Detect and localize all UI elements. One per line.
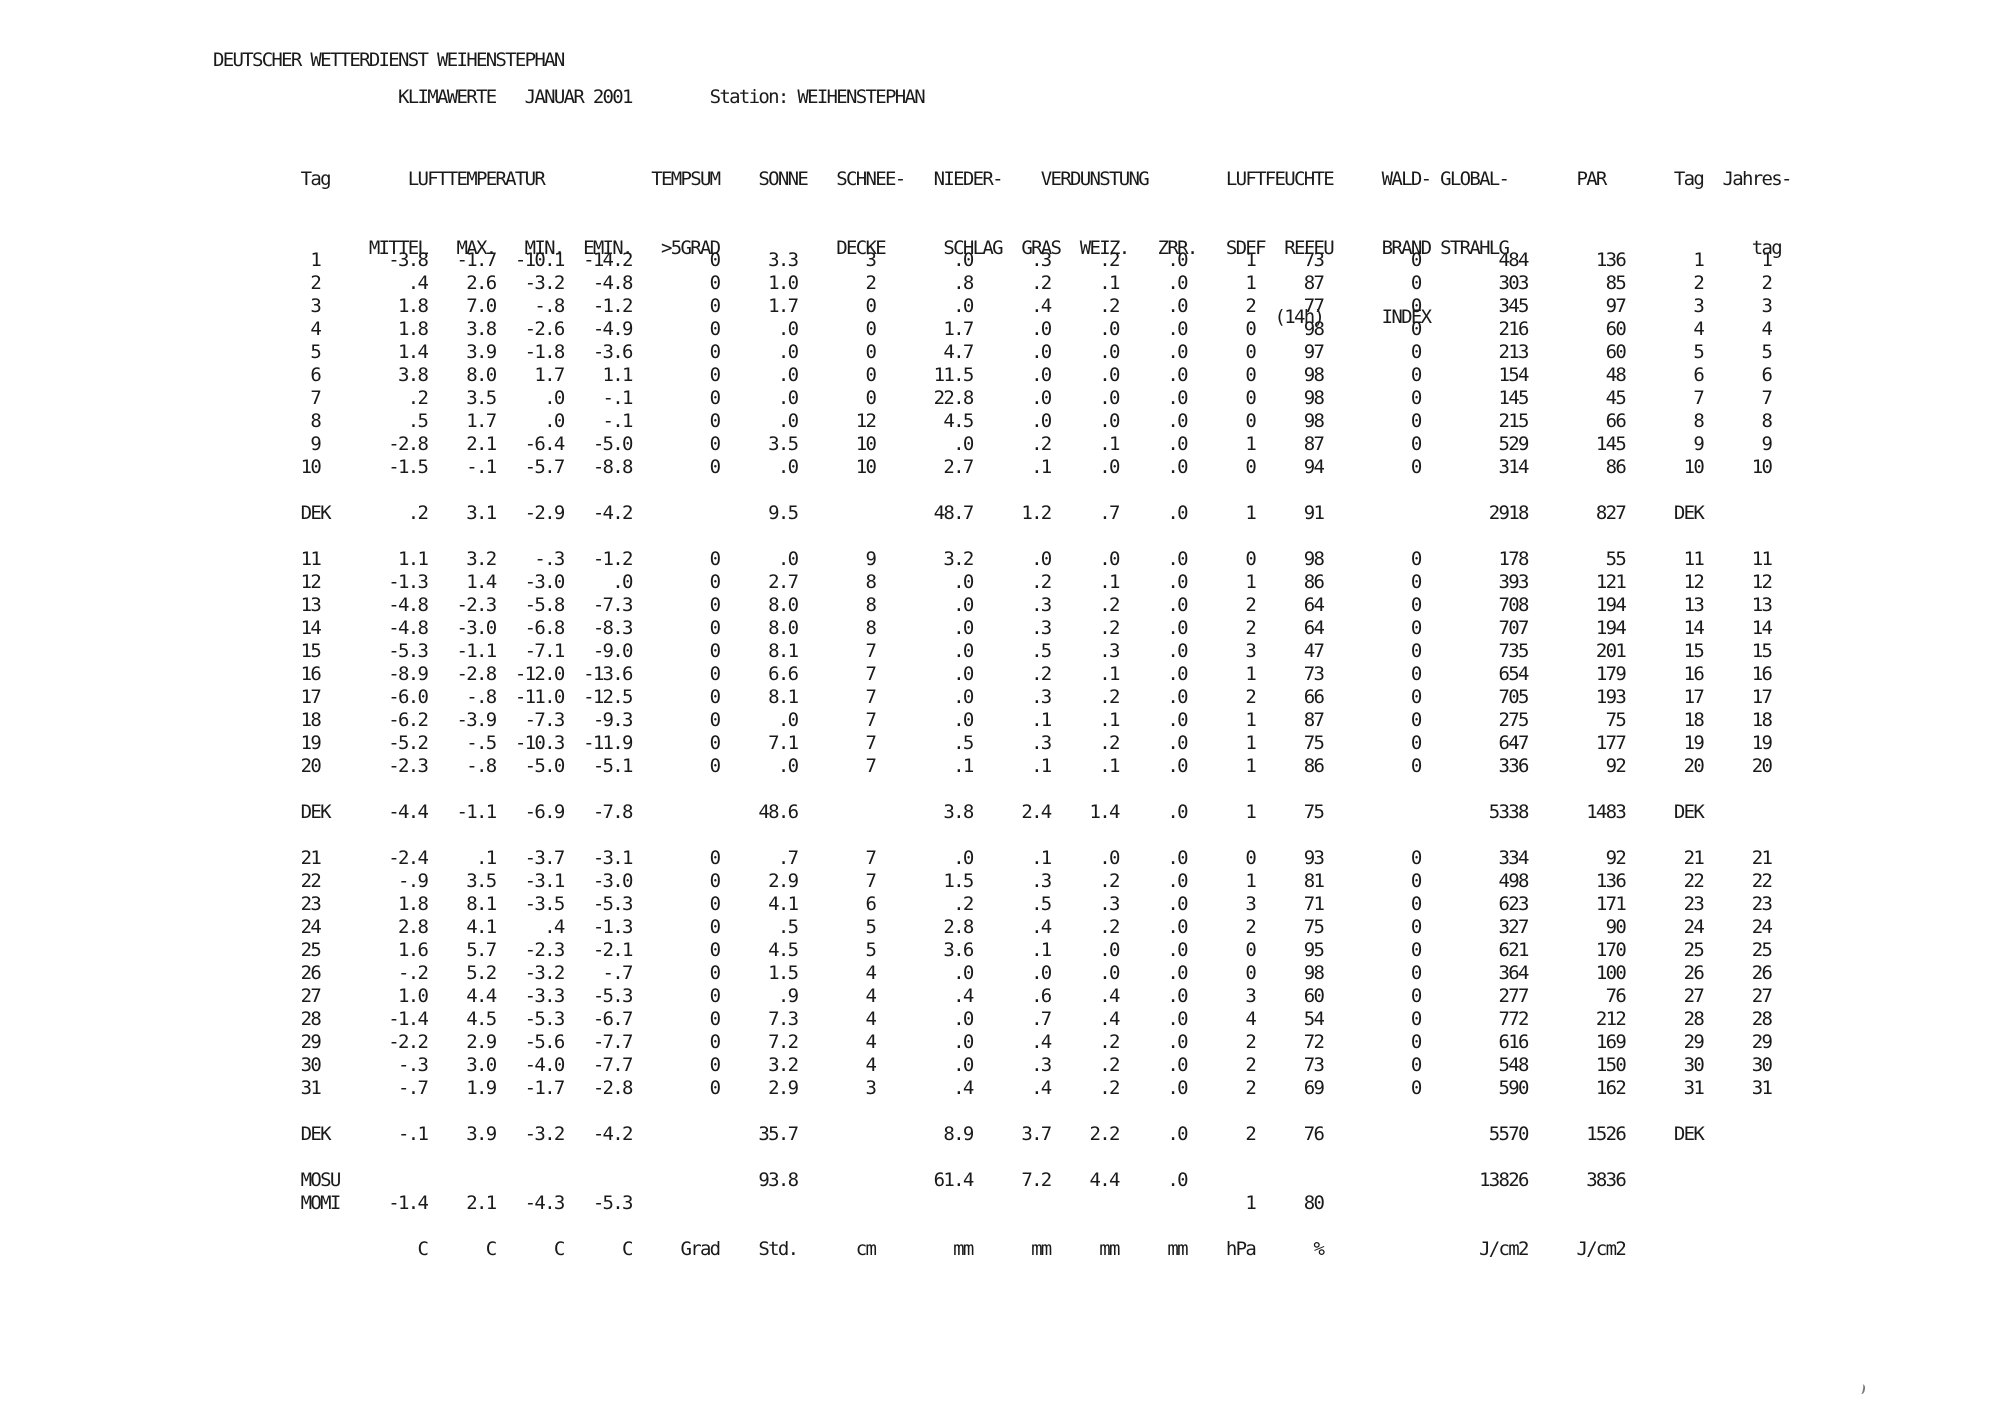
- blank-line: [213, 1100, 1771, 1123]
- table-row-day-15: 15 -5.3 -1.1 -7.1 -9.0 0 8.1 7 .0 .5 .3 …: [213, 640, 1773, 662]
- scan-artifact: [1857, 1383, 1866, 1395]
- table-row-day-16: 16 -8.9 -2.8 -12.0 -13.6 0 6.6 7 .0 .2 .…: [213, 663, 1773, 685]
- table-row-day-18: 18 -6.2 -3.9 -7.3 -9.3 0 .0 7 .0 .1 .1 .…: [213, 709, 1773, 731]
- table-row-day-25: 25 1.6 5.7 -2.3 -2.1 0 4.5 5 3.6 .1 .0 .…: [213, 939, 1773, 961]
- table-row-day-14: 14 -4.8 -3.0 -6.8 -8.3 0 8.0 8 .0 .3 .2 …: [213, 617, 1773, 639]
- blank-line: [213, 1215, 1771, 1238]
- table-row-day-29: 29 -2.2 2.9 -5.6 -7.7 0 7.2 4 .0 .4 .2 .…: [213, 1031, 1773, 1053]
- table-row-day-6: 6 3.8 8.0 1.7 1.1 0 .0 0 11.5 .0 .0 .0 0…: [213, 364, 1773, 386]
- table-header-line-3: (14h) INDEX: [213, 306, 1433, 328]
- table-row-mosu: MOSU 93.8 61.4 7.2 4.4 .0 13826 3836: [213, 1169, 1627, 1191]
- table-row-day-23: 23 1.8 8.1 -3.5 -5.3 0 4.1 6 .2 .5 .3 .0…: [213, 893, 1773, 915]
- table-row-day-31: 31 -.7 1.9 -1.7 -2.8 0 2.9 3 .4 .4 .2 .0…: [213, 1077, 1773, 1099]
- table-row-day-4: 4 1.8 3.8 -2.6 -4.9 0 .0 0 1.7 .0 .0 .0 …: [213, 318, 1773, 340]
- table-row-day-3: 3 1.8 7.0 -.8 -1.2 0 1.7 0 .0 .4 .2 .0 2…: [213, 295, 1773, 317]
- table-row-day-22: 22 -.9 3.5 -3.1 -3.0 0 2.9 7 1.5 .3 .2 .…: [213, 870, 1773, 892]
- table-row-day-19: 19 -5.2 -.5 -10.3 -11.9 0 7.1 7 .5 .3 .2…: [213, 732, 1773, 754]
- table-row-dek-2: DEK -4.4 -1.1 -6.9 -7.8 48.6 3.8 2.4 1.4…: [213, 801, 1705, 823]
- table-row-momi: MOMI -1.4 2.1 -4.3 -5.3 1 80: [213, 1192, 1325, 1214]
- table-row-day-28: 28 -1.4 4.5 -5.3 -6.7 0 7.3 4 .0 .7 .4 .…: [213, 1008, 1773, 1030]
- table-row-day-26: 26 -.2 5.2 -3.2 -.7 0 1.5 4 .0 .0 .0 .0 …: [213, 962, 1773, 984]
- blank-line: [213, 1146, 1771, 1169]
- table-row-day-2: 2 .4 2.6 -3.2 -4.8 0 1.0 2 .8 .2 .1 .0 1…: [213, 272, 1773, 294]
- table-row-day-24: 24 2.8 4.1 .4 -1.3 0 .5 5 2.8 .4 .2 .0 2…: [213, 916, 1773, 938]
- table-row-day-17: 17 -6.0 -.8 -11.0 -12.5 0 8.1 7 .0 .3 .2…: [213, 686, 1773, 708]
- table-row-day-9: 9 -2.8 2.1 -6.4 -5.0 0 3.5 10 .0 .2 .1 .…: [213, 433, 1773, 455]
- table-row-day-1: 1 -3.8 -1.7 -10.1 -14.2 0 3.3 3 .0 .3 .2…: [213, 249, 1773, 271]
- table-row-day-20: 20 -2.3 -.8 -5.0 -5.1 0 .0 7 .1 .1 .1 .0…: [213, 755, 1773, 777]
- table-row-day-12: 12 -1.3 1.4 -3.0 .0 0 2.7 8 .0 .2 .1 .0 …: [213, 571, 1773, 593]
- table-row-day-5: 5 1.4 3.9 -1.8 -3.6 0 .0 0 4.7 .0 .0 .0 …: [213, 341, 1773, 363]
- table-row-dek-3: DEK -.1 3.9 -3.2 -4.2 35.7 8.9 3.7 2.2 .…: [213, 1123, 1705, 1145]
- table-row-dek-1: DEK .2 3.1 -2.9 -4.2 9.5 48.7 1.2 .7 .0 …: [213, 502, 1705, 524]
- table-row-day-27: 27 1.0 4.4 -3.3 -5.3 0 .9 4 .4 .6 .4 .0 …: [213, 985, 1773, 1007]
- table-row-day-13: 13 -4.8 -2.3 -5.8 -7.3 0 8.0 8 .0 .3 .2 …: [213, 594, 1773, 616]
- table-header: Tag LUFTTEMPERATUR TEMPSUM SONNE SCHNEE-…: [213, 122, 1793, 375]
- table-row-day-8: 8 .5 1.7 .0 -.1 0 .0 12 4.5 .0 .0 .0 0 9…: [213, 410, 1773, 432]
- blank-line: [213, 479, 1771, 502]
- table-units-row: C C C C Grad Std. cm mm mm mm mm hPa % J…: [213, 1238, 1627, 1260]
- blank-line: [213, 778, 1771, 801]
- report-agency: DEUTSCHER WETTERDIENST WEIHENSTEPHAN: [213, 49, 565, 71]
- blank-line: [213, 824, 1771, 847]
- report-subtitle: KLIMAWERTE JANUAR 2001 Station: WEIHENST…: [213, 86, 926, 108]
- table-row-day-11: 11 1.1 3.2 -.3 -1.2 0 .0 9 3.2 .0 .0 .0 …: [213, 548, 1773, 570]
- table-header-line-1: Tag LUFTTEMPERATUR TEMPSUM SONNE SCHNEE-…: [213, 168, 1793, 190]
- table-row-day-10: 10 -1.5 -.1 -5.7 -8.8 0 .0 10 2.7 .1 .0 …: [213, 456, 1773, 478]
- table-row-day-7: 7 .2 3.5 .0 -.1 0 .0 0 22.8 .0 .0 .0 0 9…: [213, 387, 1773, 409]
- table-row-day-21: 21 -2.4 .1 -3.7 -3.1 0 .7 7 .0 .1 .0 .0 …: [213, 847, 1773, 869]
- climate-table-body: 1 -3.8 -1.7 -10.1 -14.2 0 3.3 3 .0 .3 .2…: [213, 249, 1773, 1261]
- blank-line: [213, 525, 1771, 548]
- table-header-line-2: MITTEL MAX. MIN. EMIN. >5GRAD DECKE SCHL…: [213, 237, 1783, 259]
- table-row-day-30: 30 -.3 3.0 -4.0 -7.7 0 3.2 4 .0 .3 .2 .0…: [213, 1054, 1773, 1076]
